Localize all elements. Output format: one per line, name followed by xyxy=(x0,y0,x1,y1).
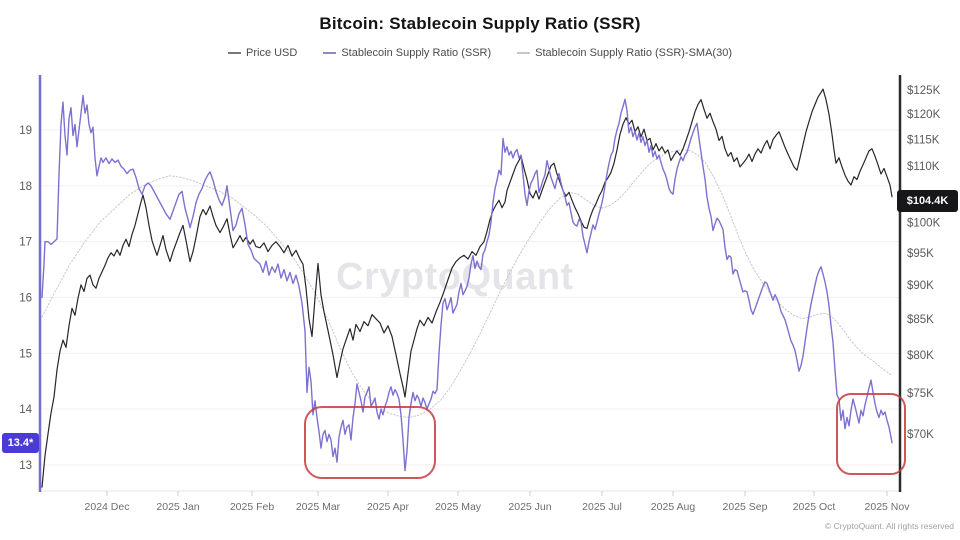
left-axis-tick-label: 15 xyxy=(19,348,32,360)
x-tick-label: 2025 Apr xyxy=(367,501,410,513)
highlight-annotation xyxy=(836,393,906,475)
left-axis-tick-label: 16 xyxy=(19,293,32,305)
right-axis-tick-label: $125K xyxy=(907,85,941,97)
page-title: Bitcoin: Stablecoin Supply Ratio (SSR) xyxy=(319,14,641,33)
right-axis-tick-label: $95K xyxy=(907,248,934,260)
copyright-footer: © CryptoQuant. All rights reserved xyxy=(824,521,954,531)
x-tick-label: 2025 Aug xyxy=(651,501,696,513)
series-left xyxy=(41,94,893,472)
legend-item-price[interactable]: Price USD xyxy=(228,47,297,59)
price-line-swatch-icon xyxy=(228,52,241,54)
legend-item-ssr[interactable]: Stablecoin Supply Ratio (SSR) xyxy=(323,47,491,59)
left-axis-tick-label: 14 xyxy=(19,404,32,416)
ssr-current-value-badge: 13.4* xyxy=(2,432,39,453)
series-left xyxy=(41,149,893,418)
right-axis-tick-label: $90K xyxy=(907,280,934,292)
left-axis-tick-label: 19 xyxy=(19,125,32,137)
series-right xyxy=(41,88,893,488)
left-axis-tick-label: 13 xyxy=(19,460,32,472)
left-axis-tick-label: 18 xyxy=(19,181,32,193)
x-tick-label: 2025 Oct xyxy=(793,501,836,513)
legend-item-ssr-sma[interactable]: Stablecoin Supply Ratio (SSR)-SMA(30) xyxy=(517,47,732,59)
x-tick-label: 2025 Feb xyxy=(230,501,275,513)
x-tick-label: 2025 Jun xyxy=(508,501,551,513)
ssr-line-swatch-icon xyxy=(323,52,337,54)
right-axis-tick-label: $80K xyxy=(907,350,934,362)
x-tick-label: 2025 Sep xyxy=(723,501,768,513)
x-tick-label: 2025 May xyxy=(435,501,482,513)
x-tick-label: 2025 Nov xyxy=(865,501,911,513)
right-axis-tick-label: $75K xyxy=(907,388,934,400)
x-tick-label: 2025 Mar xyxy=(296,501,341,513)
legend-label: Price USD xyxy=(246,47,298,59)
right-axis-tick-label: $110K xyxy=(907,161,940,173)
legend-label: Stablecoin Supply Ratio (SSR)-SMA(30) xyxy=(535,47,732,59)
sma-line-swatch-icon xyxy=(517,52,531,54)
right-axis-tick-label: $115K xyxy=(907,134,940,146)
legend: Price USD Stablecoin Supply Ratio (SSR) … xyxy=(0,47,960,59)
right-axis-tick-label: $120K xyxy=(907,109,941,121)
right-axis-tick-label: $85K xyxy=(907,314,934,326)
x-tick-label: 2025 Jul xyxy=(582,501,622,513)
left-axis-tick-label: 17 xyxy=(19,237,32,249)
right-axis-tick-label: $100K xyxy=(907,217,941,229)
x-tick-label: 2025 Jan xyxy=(156,501,199,513)
legend-label: Stablecoin Supply Ratio (SSR) xyxy=(341,47,492,59)
right-axis-tick-label: $70K xyxy=(907,429,934,441)
price-current-value-badge: $104.4K xyxy=(897,189,958,212)
highlight-annotation xyxy=(304,406,436,479)
x-tick-label: 2024 Dec xyxy=(85,501,130,513)
